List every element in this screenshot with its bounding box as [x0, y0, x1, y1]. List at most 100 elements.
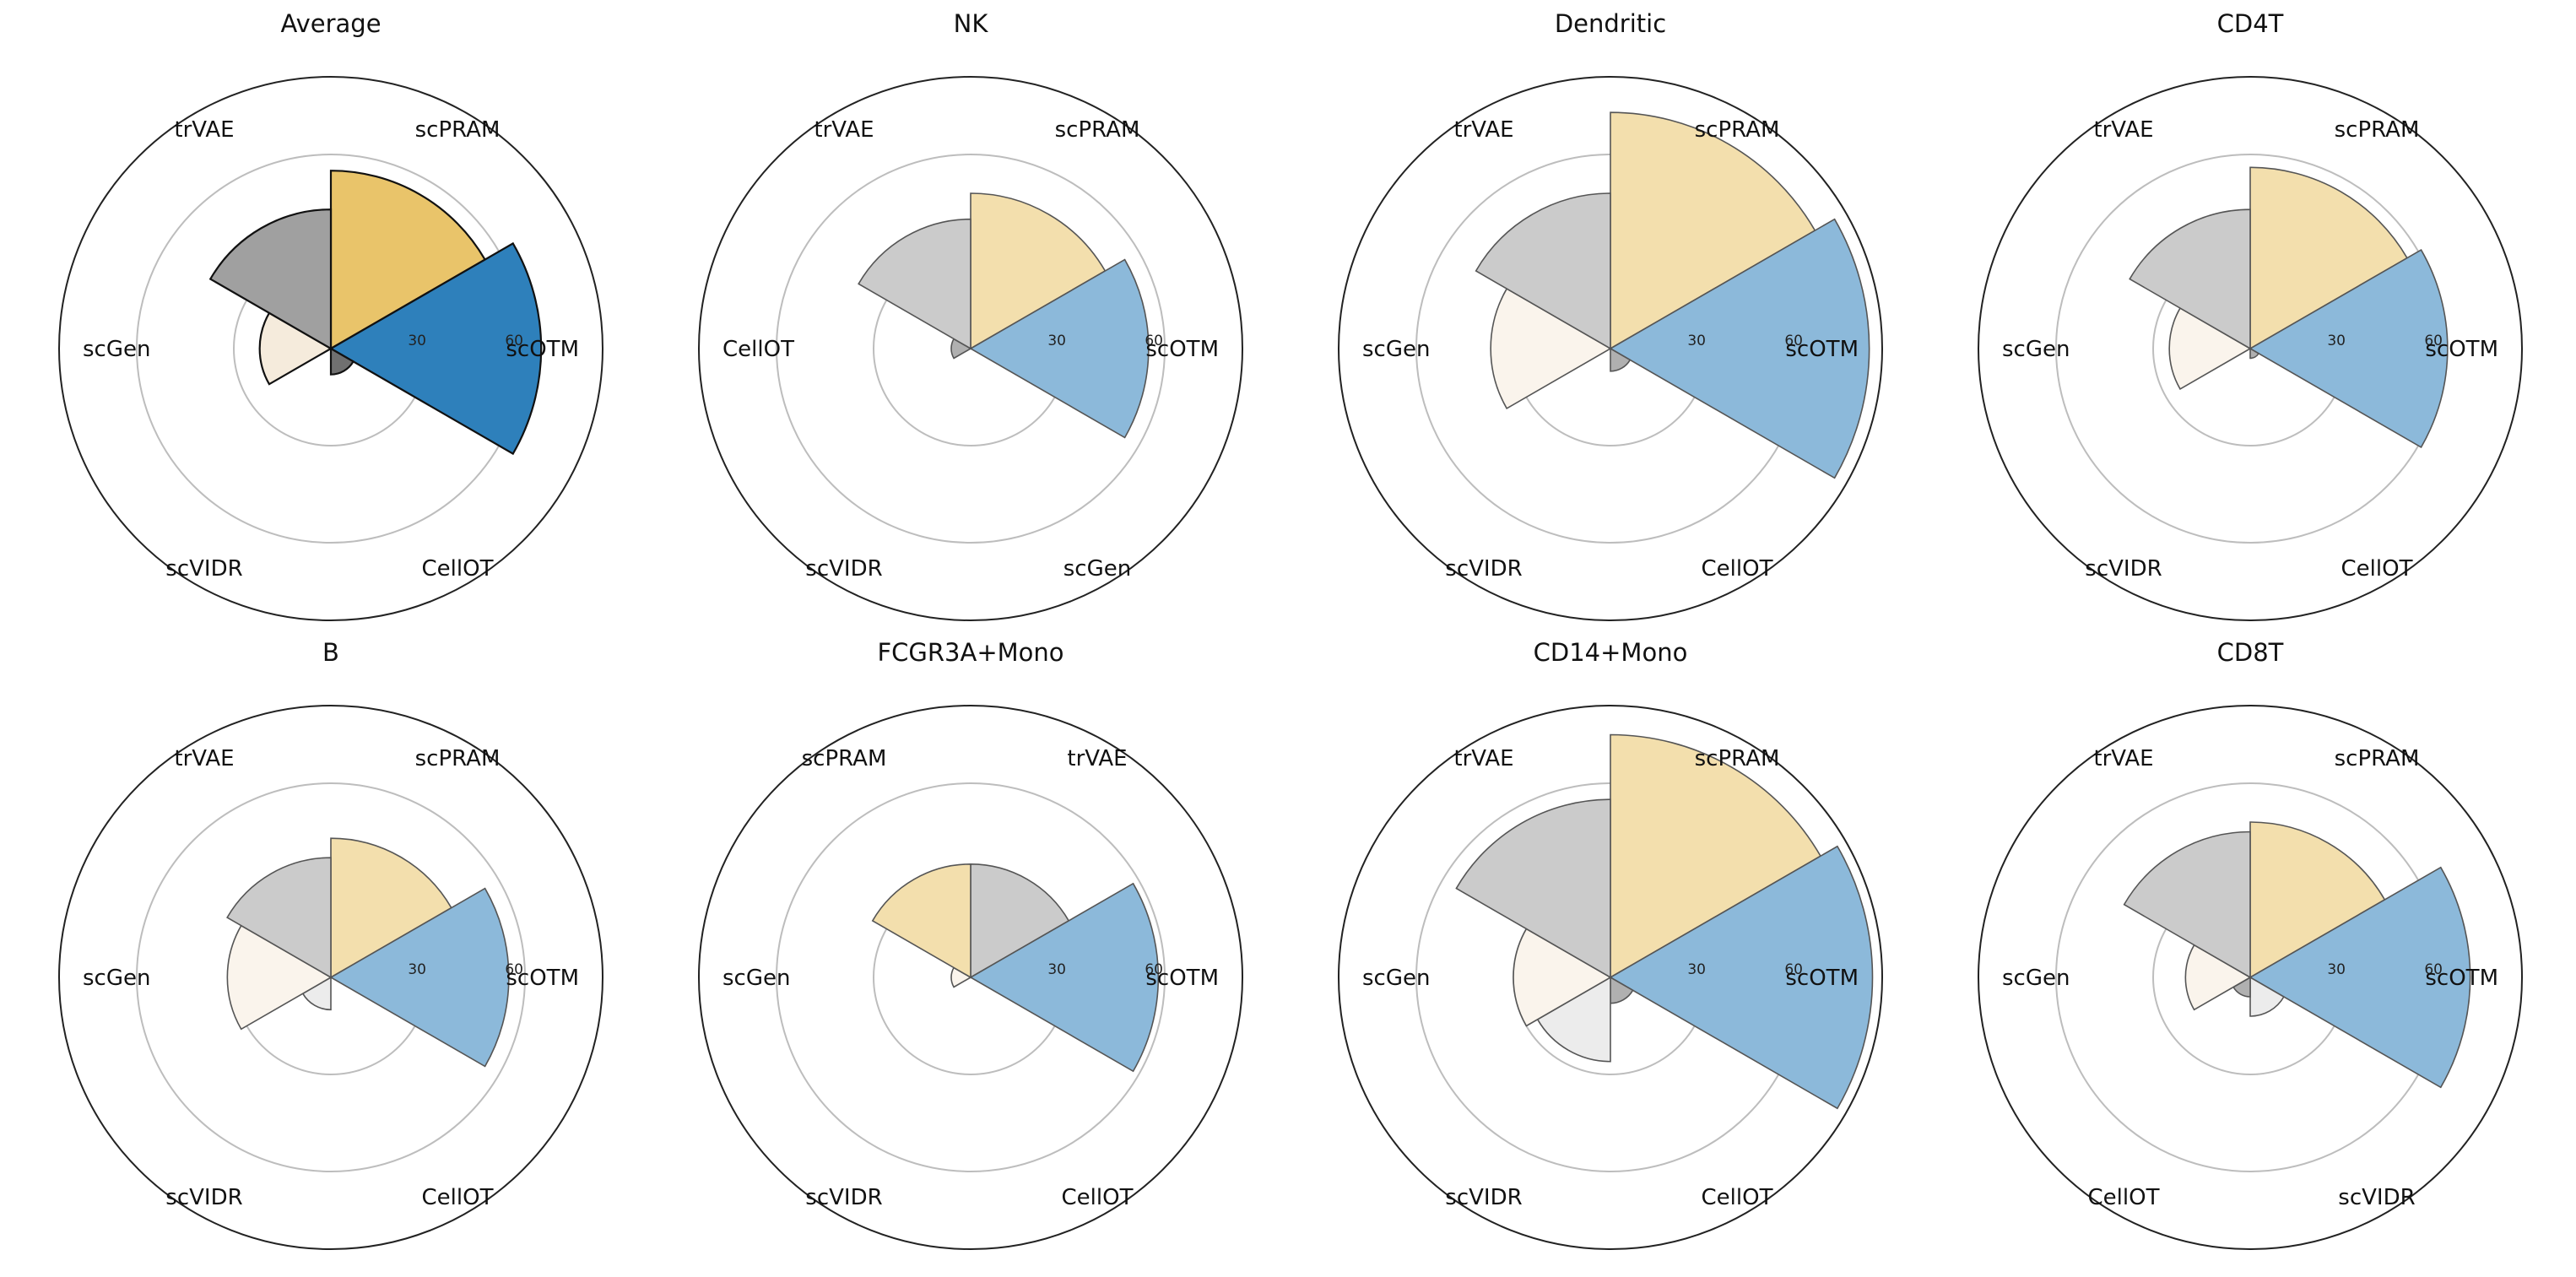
bar-scotm: [1609, 218, 1870, 479]
panel-title: FCGR3A+Mono: [877, 638, 1063, 667]
axis-label-scotm: scOTM: [1145, 966, 1219, 991]
bar-trvae: [2123, 831, 2251, 979]
axis-label-scgen: scGen: [2002, 337, 2070, 362]
axis-label-scpram: scPRAM: [1695, 117, 1780, 143]
axis-label-trvae: trVAE: [1453, 117, 1513, 143]
axis-label-cellot: CellOT: [422, 556, 494, 582]
tick-label: 60: [1784, 333, 1803, 349]
axis-label-trvae: trVAE: [1453, 746, 1513, 771]
bar-scgen: [2168, 306, 2252, 391]
axis-label-scvidr: scVIDR: [165, 556, 242, 582]
tick-label: 30: [1047, 961, 1066, 978]
axis-label-cellot: CellOT: [1702, 556, 1773, 582]
axis-label-scgen: scGen: [83, 966, 150, 991]
axis-label-scotm: scOTM: [2425, 966, 2498, 991]
axis-label-scvidr: scVIDR: [1445, 556, 1522, 582]
bar-cellot: [1610, 347, 1632, 372]
axis-label-scgen: scGen: [83, 337, 150, 362]
bar-trvae: [858, 218, 971, 350]
axis-label-scvidr: scVIDR: [1445, 1185, 1522, 1210]
axis-label-scgen: scGen: [1063, 556, 1131, 582]
axis-label-trvae: trVAE: [1067, 746, 1127, 771]
axis-label-scgen: scGen: [1362, 337, 1430, 362]
tick-label: 60: [2424, 333, 2443, 349]
outer-ring: [698, 705, 1243, 1250]
bar-scotm: [328, 241, 543, 456]
bar-cellot: [2249, 347, 2260, 360]
panel-title: CD8T: [2217, 638, 2284, 667]
bar-trvae: [1455, 798, 1611, 979]
axis-label-scpram: scPRAM: [2335, 117, 2420, 143]
bar-cellot: [329, 347, 355, 376]
tick-label: 30: [1047, 333, 1066, 349]
axis-label-scgen: scGen: [2002, 966, 2070, 991]
tick-label: 30: [408, 961, 426, 978]
polar-panel-cd4t: CD4T 30 60 scPRAM scOTM CellOT scVIDR scGen trVA…: [1978, 9, 2523, 621]
tick-label: 60: [505, 333, 523, 349]
polar-panel-average: Average 30 60 scPRAM scOTM CellOT scVIDR scGen t…: [58, 9, 603, 621]
axis-label-scvidr: scVIDR: [805, 1185, 882, 1210]
bar-scpram: [329, 170, 487, 350]
bar-scvidr: [2249, 976, 2285, 1017]
tick-label: 60: [1145, 961, 1163, 978]
panel-title: Dendritic: [1555, 9, 1666, 38]
axis-label-trvae: trVAE: [814, 117, 874, 143]
tick-label: 30: [408, 333, 426, 349]
bar-scvidr: [1536, 976, 1611, 1063]
bar-scpram: [2249, 821, 2386, 979]
polar-panel-cd8t: CD8T 30 60 scPRAM scOTM scVIDR CellOT scGen trVA…: [1978, 638, 2523, 1250]
bar-scgen: [1513, 928, 1612, 1027]
axis-label-scgen: scGen: [1362, 966, 1430, 991]
polar-panel-cd14-mono: CD14+Mono 30 60 scPRAM scOTM CellOT scVIDR scGe…: [1338, 638, 1883, 1250]
bar-scotm: [1609, 845, 1874, 1110]
polar-panel-fcgr3a-mono: FCGR3A+Mono 30 60 trVAE scOTM CellOT scVIDR scG…: [698, 638, 1243, 1250]
bar-scpram: [1610, 733, 1822, 979]
bar-scgen: [2184, 944, 2252, 1011]
axis-label-scotm: scOTM: [506, 966, 579, 991]
tick-label: 30: [2327, 333, 2346, 349]
axis-label-trvae: trVAE: [2093, 117, 2153, 143]
outer-ring: [58, 705, 603, 1250]
axis-label-scpram: scPRAM: [802, 746, 887, 771]
bar-scgen: [1490, 287, 1612, 410]
bar-trvae: [2129, 208, 2251, 350]
axis-label-scpram: scPRAM: [415, 746, 501, 771]
tick-label: 60: [505, 961, 523, 978]
axis-label-scvidr: scVIDR: [2338, 1185, 2415, 1210]
axis-label-cellot: CellOT: [1702, 1185, 1773, 1210]
panel-title: CD4T: [2217, 9, 2284, 38]
bar-scpram: [970, 192, 1107, 350]
bar-trvae: [208, 208, 333, 350]
bar-trvae: [970, 863, 1070, 979]
grid-ring-60: [776, 782, 1166, 1172]
tick-label: 30: [2327, 961, 2346, 978]
axis-label-cellot: CellOT: [1062, 1185, 1134, 1210]
bar-trvae: [226, 857, 332, 979]
panel-title: Average: [280, 9, 381, 38]
polar-panel-dendritic: Dendritic 30 60 scPRAM scOTM CellOT scVIDR scGe…: [1338, 9, 1883, 621]
outer-ring: [1978, 76, 2523, 621]
axis-label-scvidr: scVIDR: [165, 1185, 242, 1210]
bar-scotm: [969, 258, 1150, 439]
axis-label-cellot: CellOT: [2341, 556, 2413, 582]
axis-label-scpram: scPRAM: [1695, 746, 1780, 771]
outer-ring: [1338, 705, 1883, 1250]
axis-label-scotm: scOTM: [506, 337, 579, 362]
axis-label-scvidr: scVIDR: [2085, 556, 2162, 582]
outer-ring: [1338, 76, 1883, 621]
axis-label-scgen: scGen: [722, 966, 790, 991]
bar-scpram: [2249, 166, 2409, 350]
axis-label-scotm: scOTM: [1145, 337, 1219, 362]
polar-panel-b: B 30 60 scPRAM scOTM CellOT scVIDR scGen trVAE: [58, 638, 603, 1250]
panel-title: NK: [954, 9, 989, 38]
axis-label-cellot: CellOT: [722, 337, 794, 362]
tick-label: 60: [1784, 961, 1803, 978]
polar-panel-nk: NK 30 60 scPRAM scOTM scGen scVIDR CellOT trVAE: [698, 9, 1243, 621]
axis-label-cellot: CellOT: [422, 1185, 494, 1210]
bar-trvae: [1475, 192, 1611, 350]
axis-label-scpram: scPRAM: [1055, 117, 1140, 143]
outer-ring: [58, 76, 603, 621]
axis-label-trvae: trVAE: [2093, 746, 2153, 771]
bar-scotm: [2249, 866, 2471, 1089]
bar-scpram: [1610, 111, 1816, 350]
